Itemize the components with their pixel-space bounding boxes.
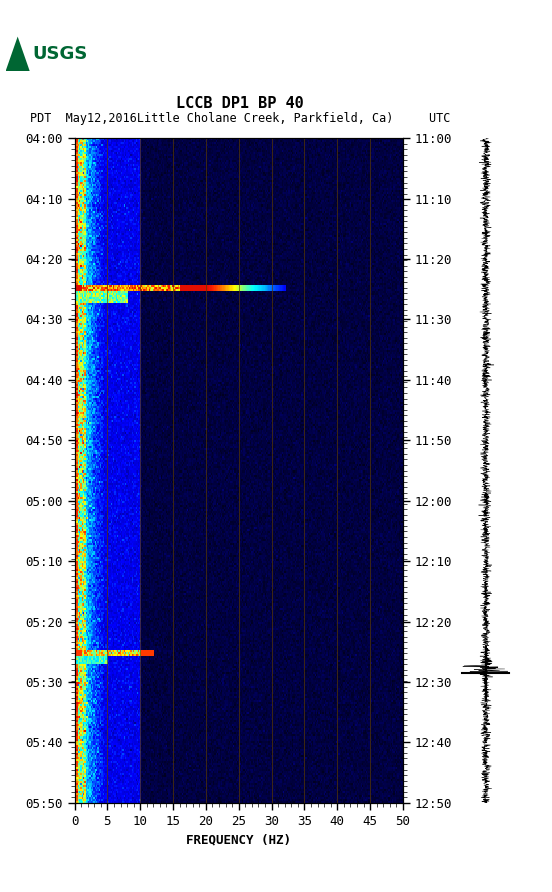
Text: LCCB DP1 BP 40: LCCB DP1 BP 40 — [176, 96, 304, 112]
X-axis label: FREQUENCY (HZ): FREQUENCY (HZ) — [186, 833, 291, 847]
Text: USGS: USGS — [32, 45, 87, 63]
Text: PDT  May12,2016Little Cholane Creek, Parkfield, Ca)     UTC: PDT May12,2016Little Cholane Creek, Park… — [30, 112, 450, 125]
Polygon shape — [6, 37, 30, 71]
